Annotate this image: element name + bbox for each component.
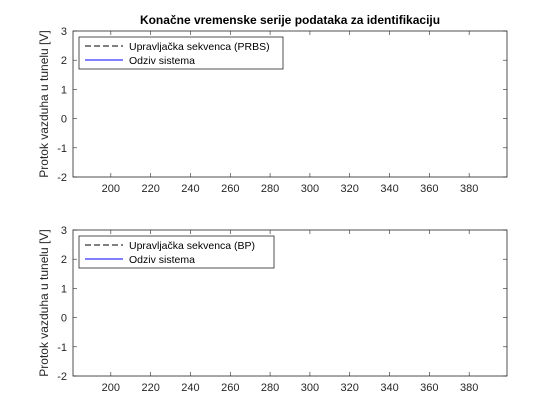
x-tick-label: 200 (102, 183, 120, 195)
x-tick-label: 240 (181, 183, 199, 195)
y-tick-label: 3 (61, 26, 67, 38)
legend: Upravljačka sekvenca (PRBS) Odziv sistema (78, 36, 284, 70)
legend: Upravljačka sekvenca (BP) Odziv sistema (78, 235, 275, 269)
legend-box (78, 36, 284, 70)
y-tick-label: 1 (61, 84, 67, 96)
y-tick-label: 0 (61, 114, 67, 126)
x-tick-label: 220 (141, 382, 159, 394)
legend-label-response: Odziv sistema (129, 254, 195, 266)
y-tick-label: 3 (61, 225, 67, 237)
x-tick-label: 220 (141, 183, 159, 195)
axis-ticks: 200 220 240 260 280 300 320 340 360 380 -2 -1 0 1 2 3 (57, 225, 507, 394)
x-tick-label: 240 (181, 382, 199, 394)
x-tick-label: 300 (301, 183, 319, 195)
y-tick-label: -1 (57, 143, 67, 155)
y-tick-label: -2 (57, 371, 67, 383)
x-tick-label: 280 (261, 382, 279, 394)
legend-label-control: Upravljačka sekvenca (BP) (129, 240, 255, 252)
legend-box (78, 235, 275, 269)
x-tick-label: 280 (261, 183, 279, 195)
y-axis-label: Protok vazduha u tunelu [V] (37, 229, 51, 376)
y-tick-label: 1 (61, 283, 67, 295)
legend-label-response: Odziv sistema (129, 55, 195, 67)
y-tick-label: 0 (61, 313, 67, 325)
y-tick-label: -2 (57, 172, 67, 184)
legend-label-control: Upravljačka sekvenca (PRBS) (129, 41, 270, 53)
x-tick-label: 380 (460, 183, 478, 195)
axis-ticks: 200 220 240 260 280 300 320 340 360 380 -2 -1 0 1 2 3 (57, 26, 507, 195)
x-tick-label: 340 (380, 382, 398, 394)
x-tick-label: 320 (341, 183, 359, 195)
x-tick-label: 300 (301, 382, 319, 394)
x-tick-label: 260 (221, 183, 239, 195)
bp-panel: 200 220 240 260 280 300 320 340 360 380 -2 -1 0 1 2 3 Pr… (37, 225, 508, 394)
y-tick-label: -1 (57, 342, 67, 354)
y-axis-label: Protok vazduha u tunelu [V] (37, 30, 51, 177)
prbs-panel: 200 220 240 260 280 300 320 340 360 380 -2 -1 0 1 2 3 Pr… (37, 13, 508, 195)
x-tick-label: 360 (420, 183, 438, 195)
x-tick-label: 380 (460, 382, 478, 394)
x-tick-label: 200 (102, 382, 120, 394)
x-tick-label: 360 (420, 382, 438, 394)
x-tick-label: 320 (341, 382, 359, 394)
chart-title: Konačne vremenske serije podataka za ide… (140, 13, 440, 27)
y-tick-label: 2 (61, 254, 67, 266)
x-tick-label: 340 (380, 183, 398, 195)
y-tick-label: 2 (61, 55, 67, 67)
x-tick-label: 260 (221, 382, 239, 394)
